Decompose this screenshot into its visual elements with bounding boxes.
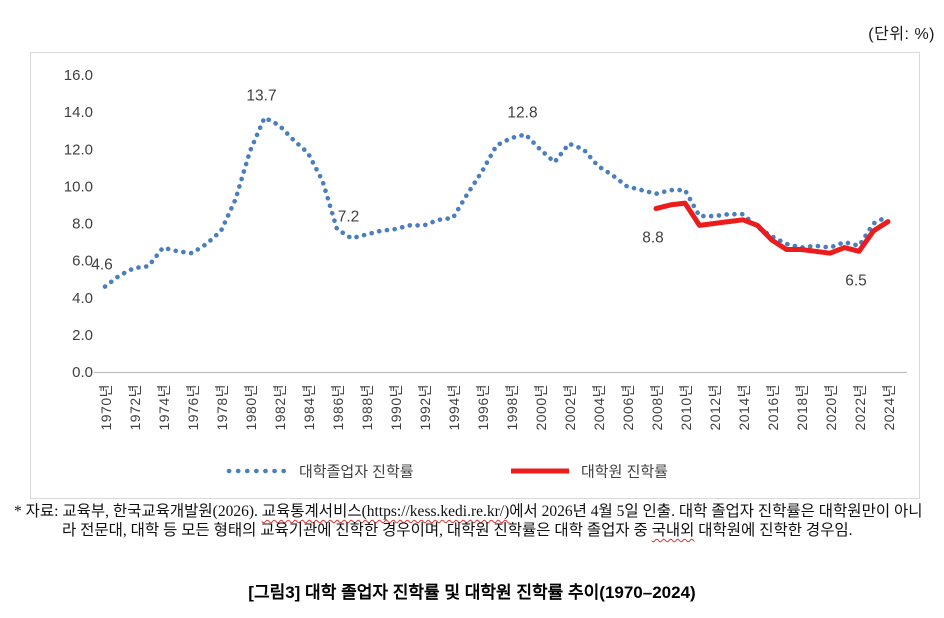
- x-tick-label: 1980년: [243, 384, 259, 431]
- x-tick-label: 2004년: [591, 384, 607, 431]
- x-tick-label: 1978년: [214, 384, 230, 431]
- x-tick-label: 1992년: [417, 384, 433, 431]
- x-tick-label: 1972년: [127, 384, 143, 431]
- x-tick-label: 2020년: [823, 384, 839, 431]
- x-tick-label: 2006년: [620, 384, 636, 431]
- data-label: 8.8: [642, 230, 664, 247]
- figure-caption: [그림3] 대학 졸업자 진학률 및 대학원 진학률 추이(1970–2024): [248, 583, 696, 602]
- x-tick-label: 2018년: [794, 384, 810, 431]
- y-tick-label: 12.0: [64, 141, 93, 158]
- x-tick-label: 1988년: [359, 384, 375, 431]
- x-tick-label: 2000년: [533, 384, 549, 431]
- x-tick-label: 2024년: [881, 384, 897, 431]
- y-tick-label: 8.0: [72, 216, 93, 233]
- x-tick-label: 1998년: [504, 384, 520, 431]
- data-label: 6.5: [845, 272, 867, 289]
- x-tick-label: 2002년: [562, 384, 578, 431]
- data-label: 7.2: [338, 208, 360, 225]
- y-tick-label: 4.0: [72, 290, 93, 307]
- x-tick-label: 1994년: [446, 384, 462, 431]
- y-tick-label: 10.0: [64, 178, 93, 195]
- x-tick-label: 2008년: [649, 384, 665, 431]
- x-tick-label: 1986년: [330, 384, 346, 431]
- legend-label-graduate-school: 대학원 진학률: [581, 464, 668, 481]
- x-tick-label: 2012년: [707, 384, 723, 431]
- y-tick-label: 0.0: [72, 364, 93, 381]
- data-label: 4.6: [91, 257, 113, 274]
- line-chart: 0.0 2.0 4.0 6.0 8.0 10.0 12.0 14.0 16.0 1970년 1972…: [64, 67, 907, 481]
- footnote-text: 대학원에 진학한 경우임.: [694, 522, 853, 539]
- unit-label: (단위: %): [868, 26, 935, 43]
- y-tick-label: 14.0: [64, 104, 93, 121]
- university-graduates-series: [102, 115, 891, 289]
- x-tick-label: 2014년: [736, 384, 752, 431]
- x-tick-label: 1976년: [185, 384, 201, 431]
- x-tick-label: 1970년: [98, 384, 114, 431]
- x-tick-label: 1982년: [272, 384, 288, 431]
- x-tick-label: 1974년: [156, 384, 172, 431]
- x-tick-label: 2022년: [852, 384, 868, 431]
- data-label: 13.7: [246, 88, 276, 105]
- y-tick-label: 2.0: [72, 327, 93, 344]
- y-tick-label: 6.0: [72, 253, 93, 270]
- legend-label-university: 대학졸업자 진학률: [299, 464, 414, 481]
- chart-area: 0.0 2.0 4.0 6.0 8.0 10.0 12.0 14.0 16.0 1970년 1972…: [30, 52, 920, 499]
- x-tick-label: 1990년: [388, 384, 404, 431]
- spellcheck-underlined-text: 국내외: [651, 522, 695, 539]
- x-tick-label: 2016년: [765, 384, 781, 431]
- x-tick-label: 1984년: [301, 384, 317, 431]
- y-tick-label: 16.0: [64, 67, 93, 84]
- graduate-school-series: [653, 200, 891, 256]
- spellcheck-underlined-text: 교육통계서비스(https://kess.kedi.re.kr/): [261, 503, 510, 520]
- footnote-text: 에서 2026년 4월 5일 인출. 대학 졸업자 진학률은 대학원만이 아니라…: [62, 503, 923, 539]
- source-footnote: * 자료: 교육부, 한국교육개발원(2026). 교육통계서비스(https:…: [14, 502, 932, 540]
- data-label: 12.8: [507, 104, 537, 121]
- x-tick-label: 2010년: [678, 384, 694, 431]
- x-tick-label: 1996년: [475, 384, 491, 431]
- footnote-text: * 자료: 교육부, 한국교육개발원(2026).: [14, 503, 262, 520]
